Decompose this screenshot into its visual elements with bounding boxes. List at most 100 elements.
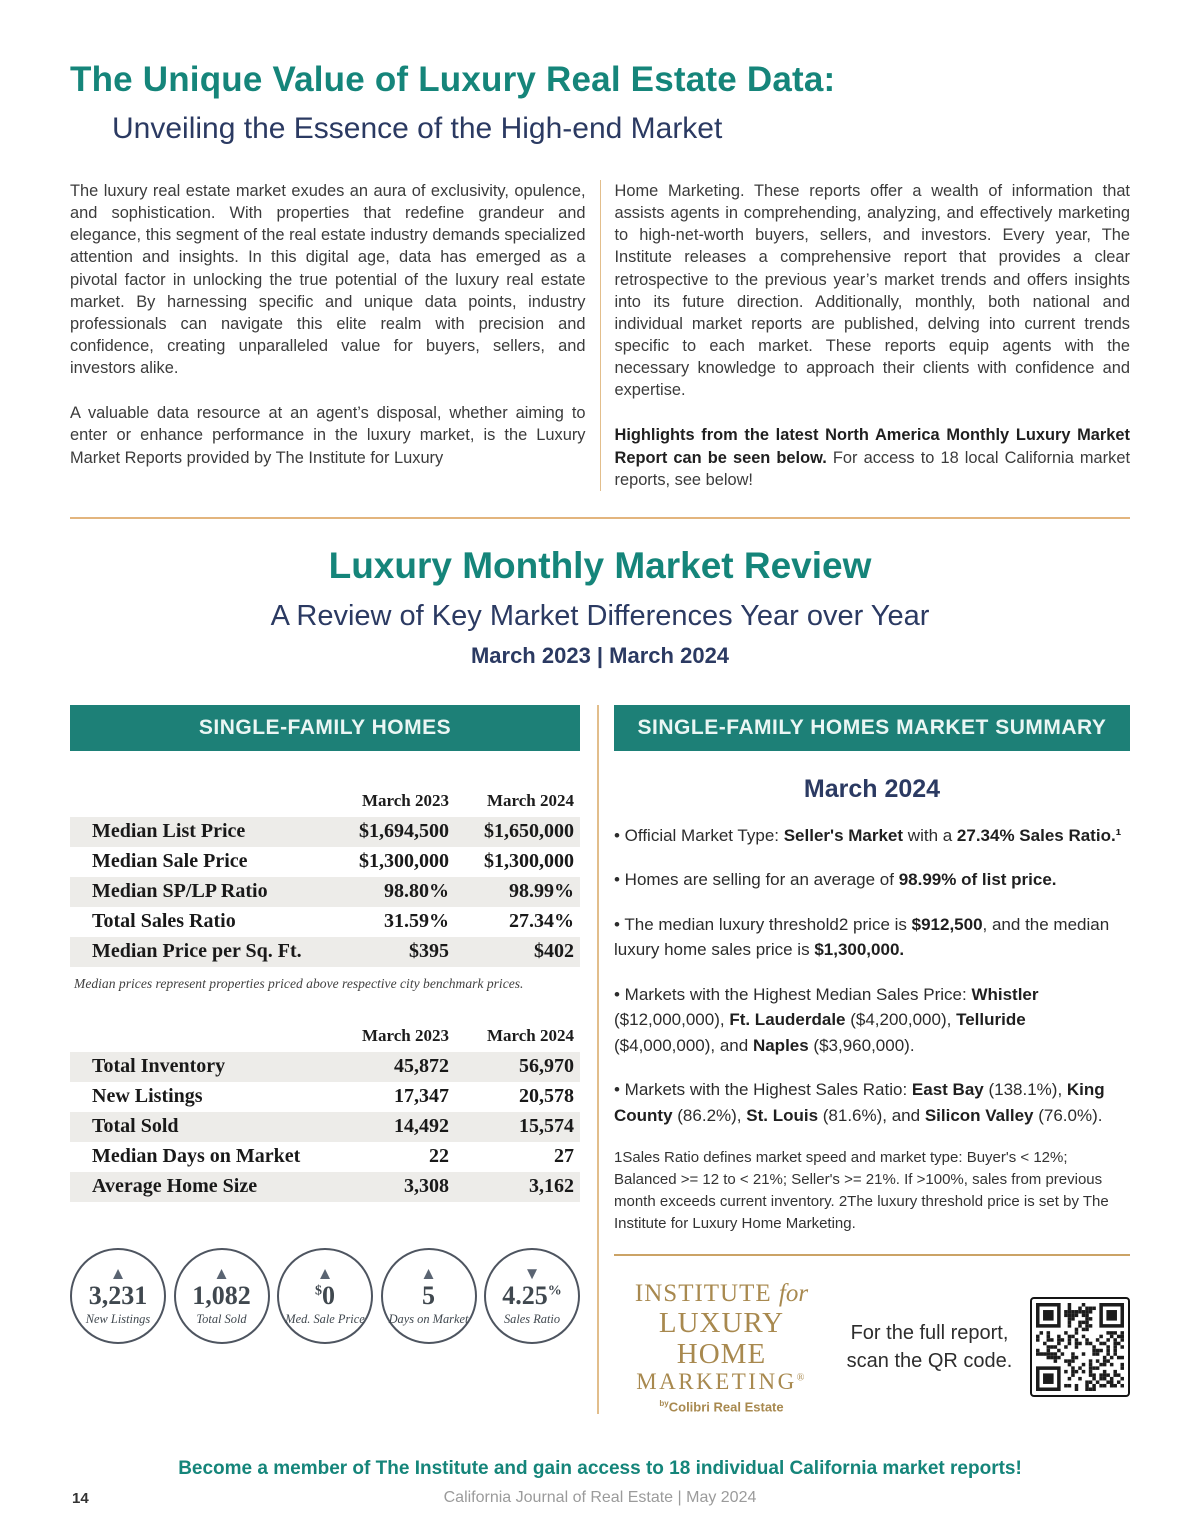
institute-logo: INSTITUTE for LUXURY HOME MARKETING® byC… — [614, 1280, 829, 1414]
badge-value: 5 — [422, 1280, 435, 1311]
row-value-2023: 3,308 — [404, 1175, 449, 1198]
intro-paragraph: A valuable data resource at an agent’s d… — [70, 404, 586, 467]
intro-columns: The luxury real estate market exudes an … — [70, 180, 1130, 491]
stat-badge-med-sale-price: ▲ $0 Med. Sale Price — [277, 1247, 373, 1344]
column-header-2023: March 2023 — [361, 1025, 449, 1045]
panel-header-bar: SINGLE-FAMILY HOMES — [70, 704, 580, 751]
row-value-2023: 17,347 — [394, 1085, 449, 1108]
badge-value-number: 5 — [422, 1280, 435, 1310]
row-label: Total Inventory — [92, 1055, 226, 1078]
summary-bullet: • Official Market Type: Seller's Market … — [614, 825, 1122, 845]
inventory-table: March 2023 March 2024 Total Inventory 45… — [70, 1026, 580, 1202]
column-header-2023: March 2023 — [361, 790, 449, 810]
row-value-2024: 15,574 — [519, 1115, 574, 1138]
table-row: New Listings 17,347 20,578 — [70, 1082, 580, 1112]
section-divider — [70, 516, 1130, 519]
row-label: Median Days on Market — [92, 1145, 301, 1168]
summary-bullet: • Markets with the Highest Sales Ratio: … — [614, 1080, 1105, 1125]
single-family-homes-panel: SINGLE-FAMILY HOMES March 2023 March 202… — [70, 704, 580, 1414]
badge-value-number: 4.25 — [502, 1280, 548, 1310]
table-footnote: Median prices represent properties price… — [74, 975, 524, 991]
trend-up-icon: ▲ — [420, 1263, 437, 1283]
row-value-2024: 3,162 — [529, 1175, 574, 1198]
page-title: The Unique Value of Luxury Real Estate D… — [70, 60, 836, 99]
membership-banner: Become a member of The Institute and gai… — [178, 1457, 1022, 1479]
summary-bullet: • Homes are selling for an average of 98… — [614, 870, 1057, 890]
badge-value-number: 0 — [322, 1280, 335, 1310]
review-period: March 2023 | March 2024 — [470, 642, 730, 668]
row-value-2024: 27.34% — [509, 910, 574, 933]
page-number: 14 — [72, 1490, 89, 1507]
summary-bullet: • The median luxury threshold2 price is … — [614, 914, 1110, 960]
intro-column-right: Home Marketing. These reports offer a we… — [601, 180, 1131, 491]
spacer — [70, 1026, 330, 1046]
review-header: Luxury Monthly Market Review A Review of… — [70, 545, 1130, 669]
row-value-2024: 56,970 — [519, 1055, 574, 1078]
logo-line-1: INSTITUTE for — [634, 1280, 809, 1308]
stat-badge-sales-ratio: ▼ 4.25% Sales Ratio — [484, 1247, 580, 1344]
summary-month: March 2024 — [803, 774, 941, 803]
table-row: Median Days on Market 22 27 — [70, 1142, 580, 1172]
badge-value-suffix: % — [547, 1282, 562, 1298]
summary-divider — [614, 1254, 1130, 1257]
row-label: Median Sale Price — [92, 850, 248, 873]
trend-up-icon: ▲ — [109, 1263, 127, 1283]
badge-label: Total Sold — [196, 1312, 247, 1327]
badge-label: New Listings — [85, 1312, 151, 1327]
stat-badge-days-on-market: ▲ 5 Days on Market — [380, 1247, 477, 1344]
panels-row: SINGLE-FAMILY HOMES March 2023 March 202… — [70, 704, 1130, 1414]
row-label: Median SP/LP Ratio — [92, 880, 268, 903]
table-row: Median List Price $1,694,500 $1,650,000 — [70, 816, 580, 847]
row-label: New Listings — [92, 1085, 203, 1108]
panel-header-bar: SINGLE-FAMILY HOMES MARKET SUMMARY — [614, 704, 1130, 751]
row-value-2023: $395 — [409, 940, 449, 963]
intro-highlight-paragraph: Highlights from the latest North America… — [614, 426, 1131, 489]
headline-block: The Unique Value of Luxury Real Estate D… — [70, 60, 1130, 146]
trend-up-icon: ▲ — [213, 1263, 230, 1283]
qr-caption: For the full report, scan the QR code. — [846, 1322, 1013, 1373]
logo-byline: byColibri Real Estate — [659, 1398, 784, 1414]
column-header-2024: March 2024 — [486, 790, 574, 810]
table-row: Median SP/LP Ratio 98.80% 98.99% — [70, 876, 580, 907]
footer-journal-title: California Journal of Real Estate | May … — [443, 1489, 757, 1506]
table-row: Total Inventory 45,872 56,970 — [70, 1051, 580, 1082]
badge-value: 4.25% — [502, 1280, 562, 1311]
logo-line-3: MARKETING® — [636, 1369, 807, 1395]
badge-value: $0 — [315, 1280, 335, 1311]
badge-value: 3,231 — [89, 1281, 148, 1311]
intro-paragraph: The luxury real estate market exudes an … — [70, 182, 586, 378]
row-value-2023: $1,694,500 — [359, 820, 449, 843]
spacer — [70, 791, 330, 811]
row-label: Median List Price — [92, 820, 246, 843]
badge-label: Sales Ratio — [503, 1312, 561, 1327]
intro-paragraph: Home Marketing. These reports offer a we… — [614, 182, 1131, 400]
badge-label: Days on Market — [388, 1312, 469, 1327]
row-value-2023: 31.59% — [384, 910, 449, 933]
row-label: Total Sales Ratio — [92, 910, 236, 933]
stat-badges-row: ▲ 3,231 New Listings ▲ 1,082 Total Sold … — [70, 1247, 580, 1344]
panel-divider — [597, 704, 599, 1414]
badge-value: 1,082 — [192, 1280, 251, 1311]
row-label: Average Home Size — [92, 1175, 258, 1198]
market-summary-panel: SINGLE-FAMILY HOMES MARKET SUMMARY March… — [614, 704, 1130, 1414]
badge-value-prefix: $ — [315, 1282, 322, 1298]
table-header-row: March 2023 March 2024 — [70, 1026, 580, 1046]
badge-value-number: 1,082 — [192, 1280, 251, 1310]
summary-bullet: • Markets with the Highest Median Sales … — [614, 984, 1039, 1055]
badge-label: Med. Sale Price — [285, 1312, 365, 1327]
brand-row: INSTITUTE for LUXURY HOME MARKETING® byC… — [614, 1280, 1130, 1414]
row-value-2023: 22 — [429, 1145, 449, 1168]
intro-column-left: The luxury real estate market exudes an … — [70, 180, 601, 491]
row-value-2023: 14,492 — [394, 1115, 449, 1138]
row-value-2023: $1,300,000 — [359, 850, 449, 873]
row-value-2024: $1,300,000 — [484, 850, 574, 873]
stat-badge-total-sold: ▲ 1,082 Total Sold — [173, 1247, 270, 1344]
price-table: March 2023 March 2024 Median List Price … — [70, 791, 580, 967]
qr-code — [1030, 1297, 1130, 1398]
column-header-2024: March 2024 — [486, 1025, 574, 1045]
trend-down-icon: ▼ — [523, 1263, 541, 1283]
row-value-2024: 27 — [554, 1145, 574, 1168]
row-value-2024: 98.99% — [509, 880, 574, 903]
trend-up-icon: ▲ — [316, 1263, 334, 1283]
table-row: Total Sales Ratio 31.59% 27.34% — [70, 907, 580, 937]
